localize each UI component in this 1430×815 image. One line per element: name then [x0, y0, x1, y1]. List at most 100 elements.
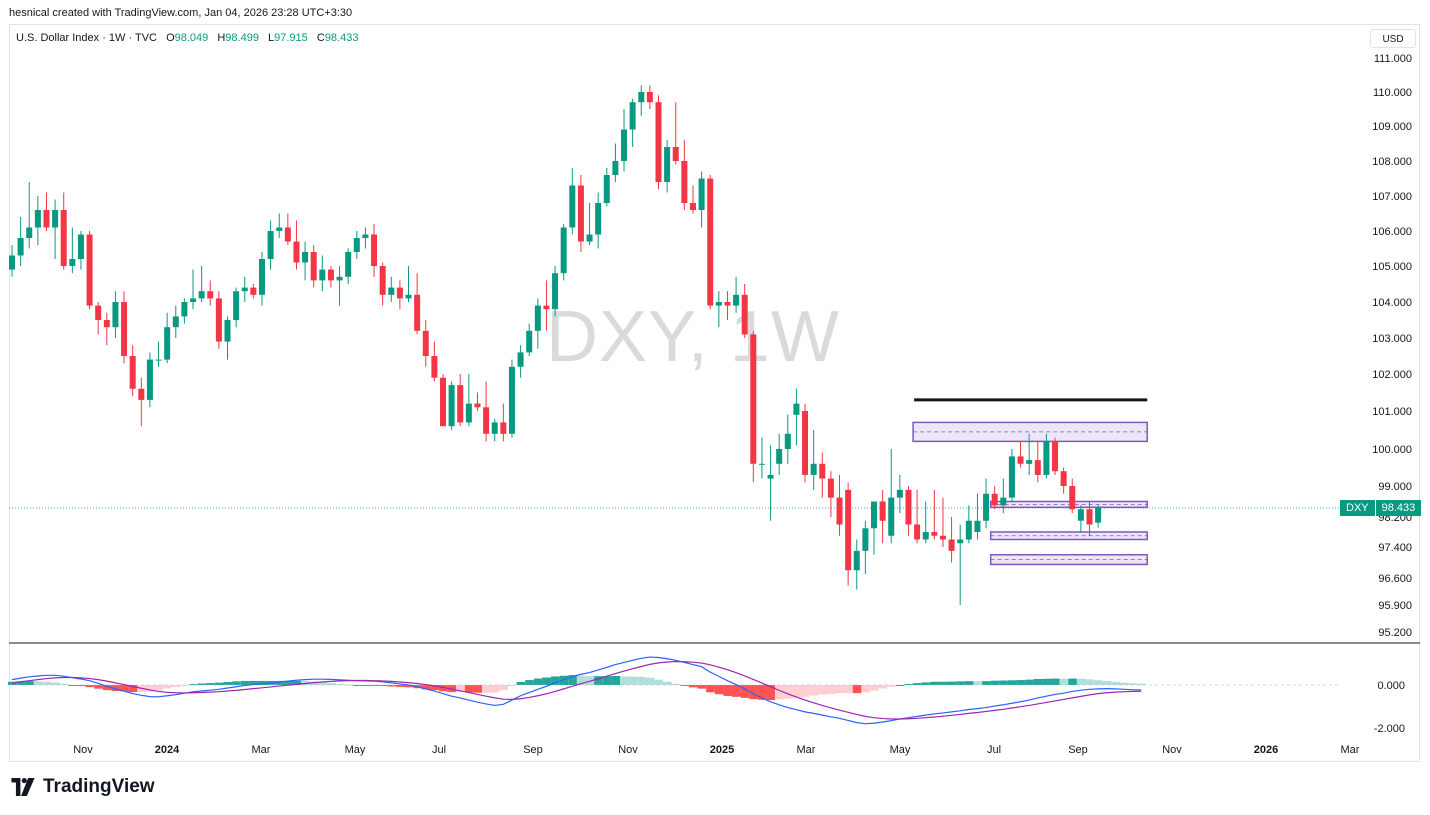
macd-histogram-bar — [1025, 679, 1034, 685]
macd-histogram-bar — [1059, 678, 1069, 685]
macd-histogram-bar — [473, 685, 483, 693]
macd-histogram-bar — [663, 681, 672, 685]
macd-histogram-bar — [956, 681, 965, 685]
candle-body — [957, 539, 964, 544]
candle-body — [26, 227, 33, 238]
macd-histogram-bar — [404, 685, 414, 688]
macd-histogram-bar — [533, 678, 543, 685]
macd-histogram-bar — [439, 685, 448, 692]
macd-histogram-bar — [430, 685, 439, 691]
macd-histogram-bar — [94, 685, 103, 689]
candle-body — [784, 433, 791, 449]
price-axis-label: 103.000 — [1372, 333, 1412, 345]
candle-body — [914, 524, 921, 540]
macd-histogram-bar — [1076, 678, 1086, 685]
candle-body — [1017, 456, 1024, 464]
candle-body — [17, 238, 24, 256]
candle-body — [612, 161, 619, 175]
macd-histogram-bar — [257, 680, 267, 685]
macd-histogram-bar — [128, 685, 138, 693]
macd-histogram-bar — [25, 681, 34, 685]
candle-body — [871, 501, 877, 529]
candle-body — [577, 185, 584, 242]
candle-body — [190, 298, 197, 302]
currency-button[interactable]: USD — [1370, 29, 1416, 48]
candle-body — [9, 255, 15, 270]
macd-histogram-bar — [913, 683, 922, 685]
time-axis-label: Mar — [1341, 744, 1360, 756]
macd-histogram-bar — [490, 685, 500, 693]
candle-body — [52, 210, 59, 228]
candle-body — [733, 294, 740, 306]
macd-histogram-bar — [852, 685, 862, 694]
macd-line — [11, 656, 1142, 725]
macd-histogram-bar — [1051, 678, 1060, 685]
macd-histogram-bar — [1137, 683, 1146, 685]
price-axis-label: 110.000 — [1373, 87, 1412, 99]
macd-histogram-bar — [594, 676, 603, 685]
candle-body — [819, 463, 826, 479]
macd-histogram-bar — [723, 685, 733, 696]
candle-body — [793, 403, 800, 415]
macd-histogram-bar — [309, 681, 319, 685]
candle-body — [440, 377, 446, 427]
candle-body — [405, 294, 412, 299]
macd-histogram-bar — [938, 681, 948, 685]
candle-body — [77, 234, 84, 259]
candle-body — [689, 203, 696, 210]
macd-histogram-bar — [620, 676, 629, 685]
close-label: C — [316, 32, 325, 44]
symbol-info: U.S. Dollar Index · 1W · TVC O98.049 H98… — [16, 32, 358, 44]
indicator-axis-label: 0.000 — [1377, 680, 1405, 692]
macd-histogram-bar — [344, 684, 353, 686]
candle-body — [1060, 471, 1067, 486]
candle-body — [646, 92, 653, 103]
macd-histogram-bar — [232, 681, 241, 685]
price-axis-label: 99.000 — [1378, 481, 1412, 493]
high-label: H — [217, 32, 226, 44]
macd-histogram-bar — [654, 679, 664, 685]
candle-body — [974, 520, 981, 532]
candle-body — [164, 327, 171, 360]
candle-body — [767, 474, 774, 479]
candle-body — [888, 497, 895, 536]
candle-body — [293, 241, 300, 263]
time-axis-label: 2024 — [155, 744, 180, 756]
chart-frame[interactable] — [9, 24, 1420, 762]
candle-body — [569, 185, 576, 228]
tradingview-logo[interactable]: TradingView — [9, 776, 155, 798]
candle-body — [345, 252, 352, 277]
macd-histogram-bar — [1016, 680, 1026, 685]
macd-histogram-bar — [680, 685, 689, 686]
candle-body — [896, 489, 903, 498]
macd-histogram-bar — [775, 685, 784, 700]
macd-histogram-bar — [973, 681, 983, 685]
last-price-value: 98.433 — [1375, 500, 1422, 516]
candle-body — [448, 385, 455, 427]
macd-histogram-bar — [1102, 680, 1112, 685]
macd-histogram-bar — [1128, 683, 1138, 685]
candle-body — [129, 356, 136, 389]
candle-body — [758, 463, 765, 465]
macd-histogram-bar — [171, 685, 181, 687]
macd-histogram-bar — [33, 681, 43, 685]
macd-histogram-bar — [706, 685, 715, 693]
candle-body — [250, 287, 257, 295]
candle-body — [258, 259, 265, 295]
price-axis-label: 101.000 — [1372, 406, 1412, 418]
macd-histogram-bar — [223, 681, 233, 685]
macd-histogram-bar — [585, 676, 595, 685]
macd-histogram-bar — [930, 681, 939, 685]
macd-histogram-bar — [318, 682, 327, 685]
macd-histogram-bar — [766, 685, 776, 701]
candle-body — [1069, 486, 1076, 510]
candle-body — [991, 493, 998, 506]
candle-body — [483, 407, 490, 434]
macd-histogram-bar — [637, 676, 646, 685]
candle-body — [276, 227, 283, 231]
macd-histogram-bar — [947, 681, 957, 685]
candle-body — [827, 478, 834, 498]
candle-body — [517, 352, 524, 367]
candle-body — [241, 287, 248, 292]
